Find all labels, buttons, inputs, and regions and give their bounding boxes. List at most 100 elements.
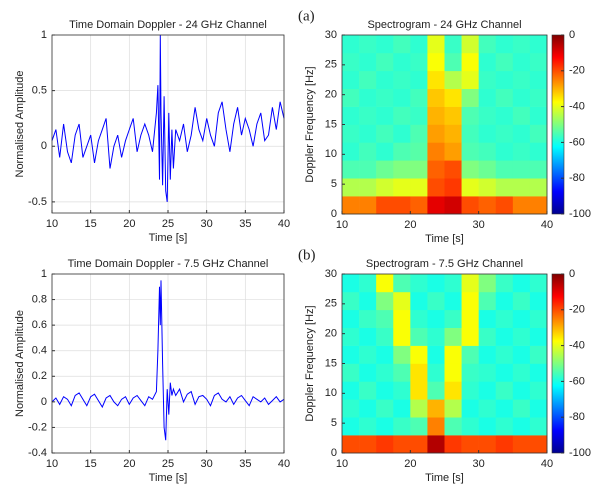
heatmap-cell xyxy=(376,381,394,400)
heatmap-cell xyxy=(478,327,497,346)
heatmap-cell xyxy=(444,309,462,328)
heatmap-cell xyxy=(495,35,514,54)
heatmap-cell xyxy=(461,345,479,364)
colorbar-tick-label: -100 xyxy=(569,447,591,459)
heatmap-cell xyxy=(444,327,462,346)
heatmap-cell xyxy=(529,70,548,89)
heatmap-cell xyxy=(529,274,548,293)
heatmap-cell xyxy=(359,70,377,89)
y-tick-label: -0.5 xyxy=(28,196,47,208)
heatmap-cell xyxy=(512,52,531,72)
x-tick-label: 30 xyxy=(473,219,485,231)
heatmap-cell xyxy=(461,327,479,346)
heatmap-cell xyxy=(512,435,531,454)
heatmap-cell xyxy=(342,345,360,364)
heatmap-cell xyxy=(427,178,445,197)
heatmap-cell xyxy=(342,124,360,143)
colorbar-tick-label: -60 xyxy=(569,375,585,387)
heatmap-cell xyxy=(410,327,428,346)
heatmap-cell xyxy=(529,160,548,179)
y-tick-label: 0 xyxy=(41,140,47,152)
y-tick-label: 25 xyxy=(325,298,337,310)
x-tick-label: 40 xyxy=(541,219,553,231)
heatmap-cell xyxy=(342,88,360,107)
heatmap-cell xyxy=(393,327,411,346)
x-tick-label: 25 xyxy=(162,458,174,470)
heatmap-cell xyxy=(461,160,479,179)
heatmap-cell xyxy=(410,399,428,418)
heatmap-cell xyxy=(478,345,497,364)
heatmap-cell xyxy=(427,35,445,54)
heatmap-cell xyxy=(410,309,428,328)
heatmap-cell xyxy=(376,70,394,89)
heatmap-cell xyxy=(359,88,377,107)
heatmap-cell xyxy=(461,124,479,143)
heatmap-cell xyxy=(393,124,411,143)
heatmap-cell xyxy=(478,435,497,454)
heatmap-cell xyxy=(427,106,445,125)
heatmap-cell xyxy=(410,142,428,161)
y-axis-label: Doppler Frequency [Hz] xyxy=(304,305,316,421)
data-line xyxy=(51,280,285,441)
heatmap-cell xyxy=(376,142,394,161)
heatmap-cell xyxy=(478,160,497,179)
heatmap-cell xyxy=(495,196,514,215)
heatmap-cell xyxy=(444,291,462,311)
heatmap-cell xyxy=(393,345,411,364)
heatmap-cell xyxy=(444,381,462,400)
heatmap-cell xyxy=(495,124,514,143)
heatmap-cell xyxy=(478,178,497,197)
heatmap-cell xyxy=(376,52,394,72)
y-tick-label: 10 xyxy=(325,148,337,160)
heatmap-cell xyxy=(461,381,479,400)
heatmap-cell xyxy=(410,345,428,364)
heatmap-cell xyxy=(529,399,548,418)
x-tick-label: 20 xyxy=(123,458,135,470)
x-tick-label: 20 xyxy=(404,219,416,231)
x-axis-label: Time [s] xyxy=(425,233,464,245)
chart-title: Spectrogram - 7.5 GHz Channel xyxy=(366,258,523,270)
heatmap-cell xyxy=(410,88,428,107)
x-tick-label: 30 xyxy=(201,218,213,230)
y-tick-label: 0.2 xyxy=(32,370,47,382)
x-tick-label: 40 xyxy=(278,218,290,230)
heatmap-cell xyxy=(393,363,411,382)
heatmap-cell xyxy=(359,291,377,311)
heatmap-cell xyxy=(427,399,445,418)
y-tick-label: 15 xyxy=(325,357,337,369)
heatmap-cell xyxy=(410,178,428,197)
heatmap-cell xyxy=(427,142,445,161)
heatmap-cell xyxy=(529,35,548,54)
heatmap-cell xyxy=(359,399,377,418)
x-tick-label: 40 xyxy=(541,458,553,470)
heatmap-cell xyxy=(427,70,445,89)
heatmap-cell xyxy=(342,106,360,125)
heatmap-cell xyxy=(478,274,497,293)
colorbar-tick-label: 0 xyxy=(569,29,575,41)
colorbar-tick-label: 0 xyxy=(569,268,575,280)
heatmap-cell xyxy=(359,381,377,400)
heatmap-cell xyxy=(495,399,514,418)
heatmap-cell xyxy=(529,106,548,125)
heatmap-cell xyxy=(478,70,497,89)
y-axis-label: Normalised Amplitude xyxy=(14,71,26,178)
heatmap-cell xyxy=(461,274,479,293)
heatmap-cell xyxy=(359,124,377,143)
heatmap-cell xyxy=(512,417,531,436)
x-axis-label: Time [s] xyxy=(149,232,188,244)
heatmap-cell xyxy=(444,35,462,54)
x-tick-label: 25 xyxy=(162,218,174,230)
y-tick-label: 1 xyxy=(41,29,47,41)
heatmap-cell xyxy=(359,327,377,346)
heatmap-cell xyxy=(359,178,377,197)
heatmap-cell xyxy=(393,274,411,293)
heatmap-cell xyxy=(393,160,411,179)
y-tick-label: 5 xyxy=(331,417,337,429)
heatmap-cell xyxy=(376,417,394,436)
heatmap-cell xyxy=(444,106,462,125)
heatmap-cell xyxy=(359,196,377,215)
heatmap-cell xyxy=(512,291,531,311)
colorbar xyxy=(551,34,565,215)
y-tick-label: 0.6 xyxy=(32,319,47,331)
colorbar-tick-label: -80 xyxy=(569,172,585,184)
